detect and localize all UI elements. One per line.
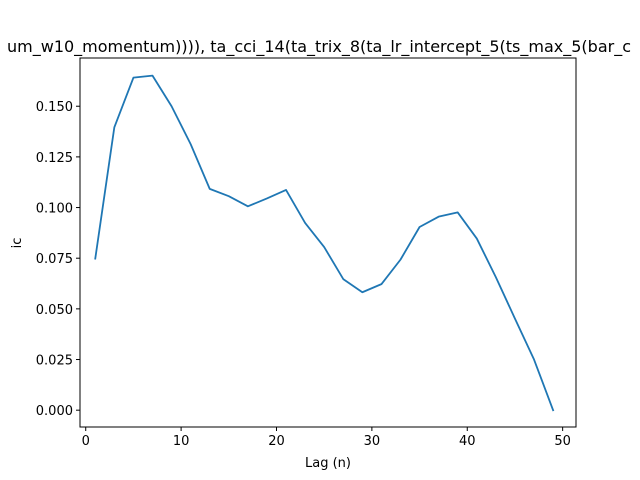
y-axis: 0.000 0.025 0.050 0.075 0.100 0.125 0.150 [36,100,80,419]
y-tick-label: 0.125 [36,151,73,166]
y-tick-label: 0.050 [36,303,73,318]
x-tick-label: 20 [268,434,285,449]
y-axis-label: ic [10,238,25,249]
axes-frame [79,57,577,428]
y-tick-label: 0.025 [36,354,73,369]
y-tick-label: 0.075 [36,252,73,267]
y-tick-label: 0.150 [36,100,73,115]
y-tick-label: 0.000 [36,404,73,419]
x-axis-label: Lag (n) [305,456,351,471]
x-axis: 0 10 20 30 40 50 [82,427,571,449]
x-tick-label: 40 [459,434,476,449]
y-tick-label: 0.100 [36,202,73,217]
x-tick-label: 30 [364,434,381,449]
x-tick-label: 0 [82,434,90,449]
x-tick-label: 10 [173,434,190,449]
x-tick-label: 50 [554,434,571,449]
plot-area [94,74,555,412]
series-line-0 [94,74,555,412]
chart-title: um_w10_momentum)))), ta_cci_14(ta_trix_8… [7,37,631,57]
